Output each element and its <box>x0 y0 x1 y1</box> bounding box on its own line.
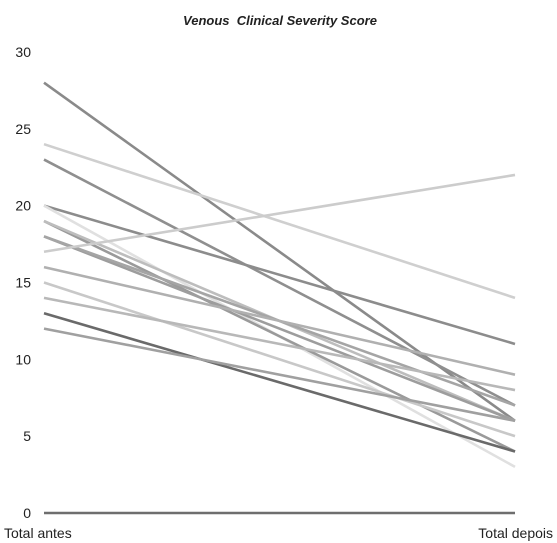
series-line-15 <box>43 327 516 423</box>
y-tick-label: 10 <box>15 351 31 367</box>
chart-title: Venous Clinical Severity Score <box>183 13 377 28</box>
x-category-label-depois: Total depois <box>478 525 553 541</box>
series-line-8 <box>43 235 516 423</box>
series-line-4 <box>43 204 516 346</box>
y-tick-labels: 0 5 10 15 20 25 30 <box>15 44 31 521</box>
x-category-label-antes: Total antes <box>4 525 72 541</box>
series-layer <box>43 81 516 469</box>
series-line-13 <box>43 296 516 392</box>
series-line-11 <box>43 265 516 376</box>
y-tick-label: 15 <box>15 275 31 291</box>
series-line-10 <box>43 173 516 254</box>
series-line-2 <box>43 142 516 300</box>
series-line-12 <box>43 281 516 438</box>
y-tick-label: 20 <box>15 198 31 214</box>
y-tick-label: 25 <box>15 121 31 137</box>
series-line-14 <box>43 311 516 453</box>
y-tick-label: 5 <box>23 428 31 444</box>
series-line-3 <box>43 158 516 407</box>
series-line-6 <box>43 219 516 453</box>
y-tick-label: 0 <box>23 505 31 521</box>
y-tick-label: 30 <box>15 44 31 60</box>
